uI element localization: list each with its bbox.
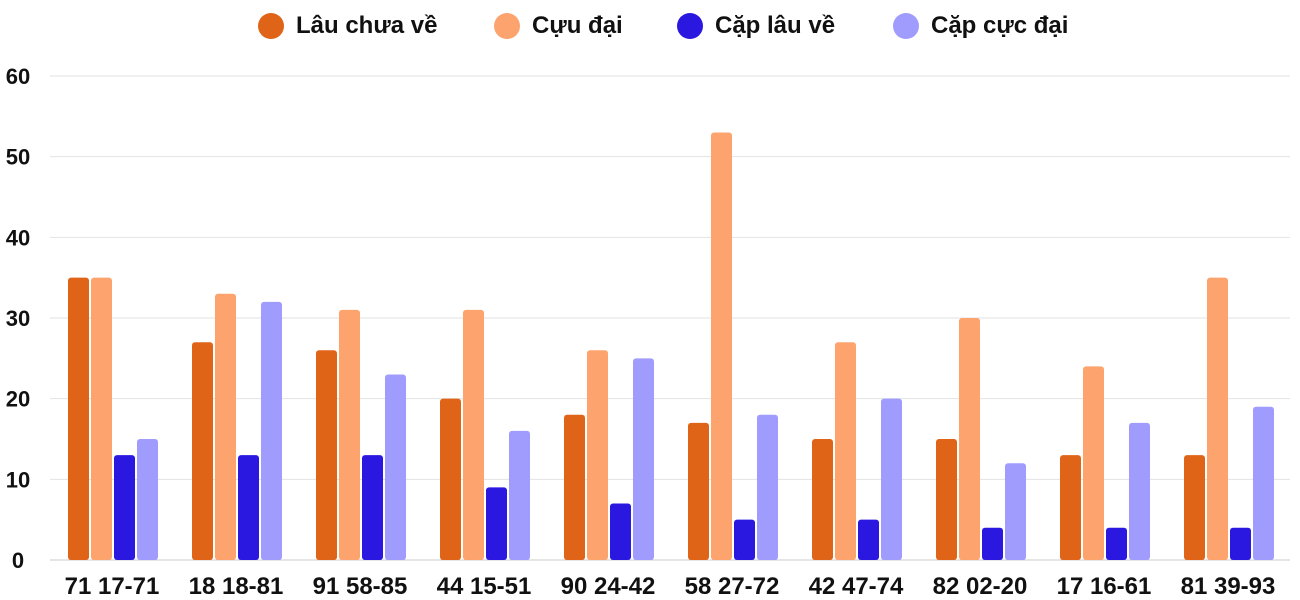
bar-1-7	[959, 318, 980, 560]
bar-2-5	[734, 519, 755, 560]
bar-0-1	[192, 342, 213, 560]
bar-3-8	[1129, 422, 1150, 560]
bar-3-7	[1005, 463, 1026, 560]
x-tick-label-5: 58 27-72	[685, 573, 780, 600]
legend-swatch-lau-chua-ve	[258, 13, 284, 39]
legend-item-cap-cuc-dai: Cặp cực đại	[893, 8, 1068, 44]
bar-3-0	[137, 439, 158, 560]
bar-2-2	[362, 455, 383, 560]
bar-0-5	[688, 422, 709, 560]
bar-3-6	[881, 398, 902, 560]
bar-2-8	[1106, 527, 1127, 560]
bar-1-1	[215, 293, 236, 560]
bar-0-3	[440, 398, 461, 560]
legend-label-lau-chua-ve: Lâu chưa về	[296, 12, 438, 39]
bar-1-0	[91, 277, 112, 560]
y-tick-label-20: 20	[6, 387, 30, 412]
legend-item-cuu-dai: Cựu đại	[494, 8, 623, 44]
legend-label-cuu-dai: Cựu đại	[532, 12, 623, 39]
y-tick-label-50: 50	[6, 145, 30, 170]
legend-swatch-cuu-dai	[494, 13, 520, 39]
bar-3-3	[509, 430, 530, 560]
bar-0-0	[68, 277, 89, 560]
legend-swatch-cap-lau-ve	[677, 13, 703, 39]
legend-label-cap-cuc-dai: Cặp cực đại	[931, 12, 1069, 39]
bar-1-9	[1207, 277, 1228, 560]
bar-1-3	[463, 309, 484, 560]
x-tick-label-7: 82 02-20	[933, 573, 1028, 600]
bar-2-4	[610, 503, 631, 560]
y-tick-label-0: 0	[12, 548, 24, 573]
bar-3-2	[385, 374, 406, 560]
y-tick-label-40: 40	[6, 225, 30, 250]
bar-2-6	[858, 519, 879, 560]
x-tick-label-4: 90 24-42	[561, 573, 656, 600]
x-tick-label-0: 71 17-71	[65, 573, 160, 600]
x-tick-label-2: 91 58-85	[313, 573, 408, 600]
bar-0-8	[1060, 455, 1081, 560]
bar-1-4	[587, 350, 608, 560]
x-tick-label-6: 42 47-74	[809, 573, 904, 600]
bar-3-5	[757, 414, 778, 560]
x-tick-label-9: 81 39-93	[1181, 573, 1276, 600]
bar-1-8	[1083, 366, 1104, 560]
bar-1-5	[711, 132, 732, 560]
legend-swatch-cap-cuc-dai	[893, 13, 919, 39]
bar-1-2	[339, 309, 360, 560]
bar-2-3	[486, 487, 507, 560]
bar-2-0	[114, 455, 135, 560]
legend-item-cap-lau-ve: Cặp lâu về	[677, 8, 835, 44]
y-tick-label-10: 10	[6, 467, 30, 492]
bar-2-9	[1230, 527, 1251, 560]
y-tick-label-30: 30	[6, 306, 30, 331]
y-tick-label-60: 60	[6, 64, 30, 89]
bar-2-7	[982, 527, 1003, 560]
bar-3-1	[261, 301, 282, 560]
bar-2-1	[238, 455, 259, 560]
bar-0-4	[564, 414, 585, 560]
bar-0-2	[316, 350, 337, 560]
legend-item-lau-chua-ve: Lâu chưa về	[258, 8, 437, 44]
chart-legend: Lâu chưa về Cựu đại Cặp lâu về Cặp cực đ…	[0, 8, 1300, 44]
bar-3-4	[633, 358, 654, 560]
x-tick-label-3: 44 15-51	[437, 573, 532, 600]
x-tick-label-8: 17 16-61	[1057, 573, 1152, 600]
bar-3-9	[1253, 406, 1274, 560]
bar-1-6	[835, 342, 856, 560]
x-tick-label-1: 18 18-81	[189, 573, 284, 600]
bar-0-6	[812, 439, 833, 560]
bar-0-9	[1184, 455, 1205, 560]
legend-label-cap-lau-ve: Cặp lâu về	[715, 12, 836, 39]
bar-0-7	[936, 439, 957, 560]
